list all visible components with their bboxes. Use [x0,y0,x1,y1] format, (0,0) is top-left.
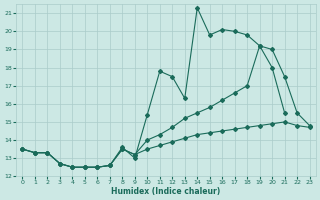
X-axis label: Humidex (Indice chaleur): Humidex (Indice chaleur) [111,187,221,196]
